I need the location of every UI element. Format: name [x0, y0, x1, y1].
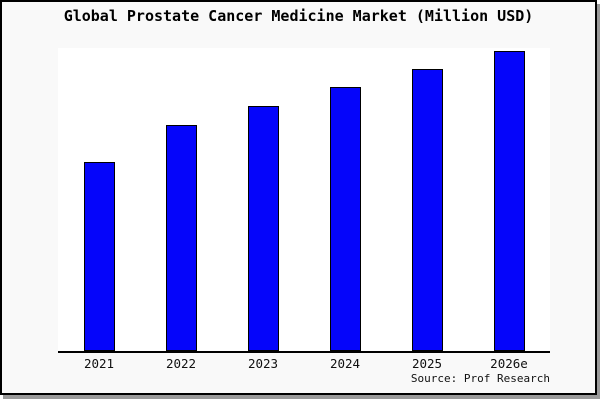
bar-2024 — [329, 87, 361, 351]
x-tick-2023: 2023 — [247, 356, 279, 371]
bar-2023 — [247, 105, 279, 351]
x-tick-2022: 2022 — [165, 356, 197, 371]
x-axis-labels: 2021 2022 2023 2024 2025 2026e — [58, 356, 550, 371]
chart-title: Global Prostate Cancer Medicine Market (… — [63, 7, 534, 25]
bar-slot-2022 — [140, 48, 222, 351]
bar-2025 — [411, 68, 443, 351]
plot-area — [58, 48, 550, 353]
bar-2026e — [493, 51, 525, 351]
x-tick-2021: 2021 — [83, 356, 115, 371]
x-tick-2024: 2024 — [329, 356, 361, 371]
bar-2021 — [83, 161, 115, 351]
bar-2022 — [165, 124, 197, 351]
bar-slot-2026e — [468, 48, 550, 351]
bar-slot-2023 — [222, 48, 304, 351]
bar-slot-2021 — [58, 48, 140, 351]
source-credit: Source: Prof Research — [410, 372, 550, 385]
x-tick-2025: 2025 — [411, 356, 443, 371]
x-tick-2026e: 2026e — [490, 356, 528, 371]
bar-slot-2025 — [386, 48, 468, 351]
bar-slot-2024 — [304, 48, 386, 351]
